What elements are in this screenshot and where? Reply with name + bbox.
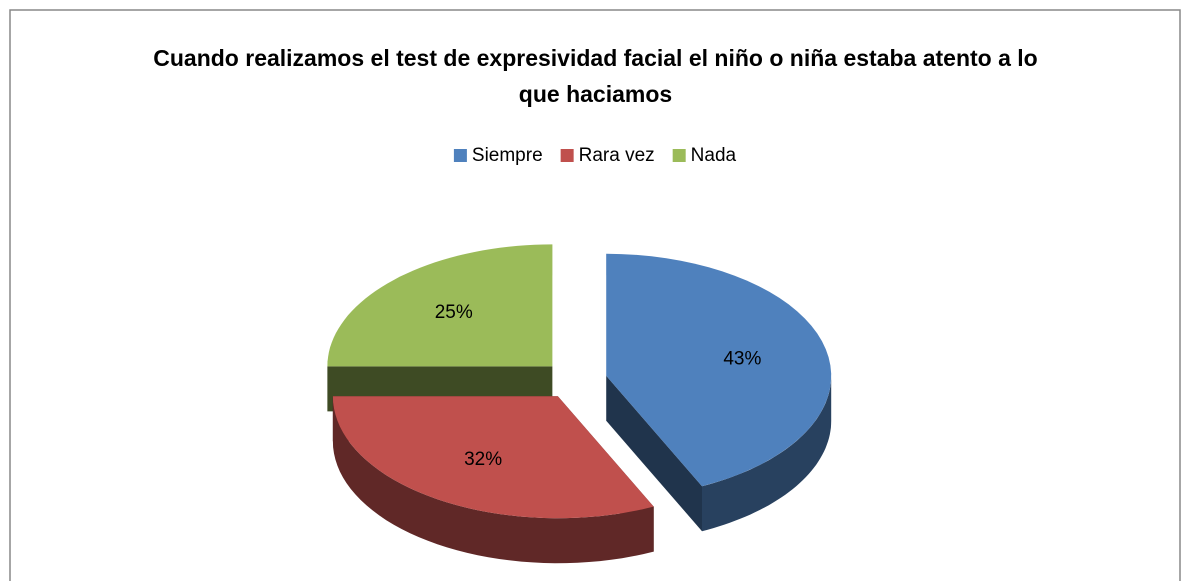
legend-label: Siempre	[472, 145, 543, 166]
legend-label: Rara vez	[579, 145, 655, 166]
data-label: 25%	[435, 302, 473, 323]
slice	[327, 244, 553, 367]
slice	[332, 396, 654, 519]
legend-swatch	[560, 149, 574, 162]
data-label: 32%	[464, 449, 502, 470]
legend-label: Nada	[691, 145, 737, 166]
data-label: 43%	[723, 348, 761, 369]
slice-side	[332, 396, 654, 564]
legend-swatch	[453, 149, 467, 162]
slice	[606, 253, 832, 487]
legend-swatch	[672, 149, 686, 162]
pie: 25% 43% 32%	[327, 244, 832, 564]
slice-side	[606, 375, 703, 532]
legend: Siempre Rara vez Nada	[453, 145, 737, 166]
slice-side	[702, 375, 832, 532]
